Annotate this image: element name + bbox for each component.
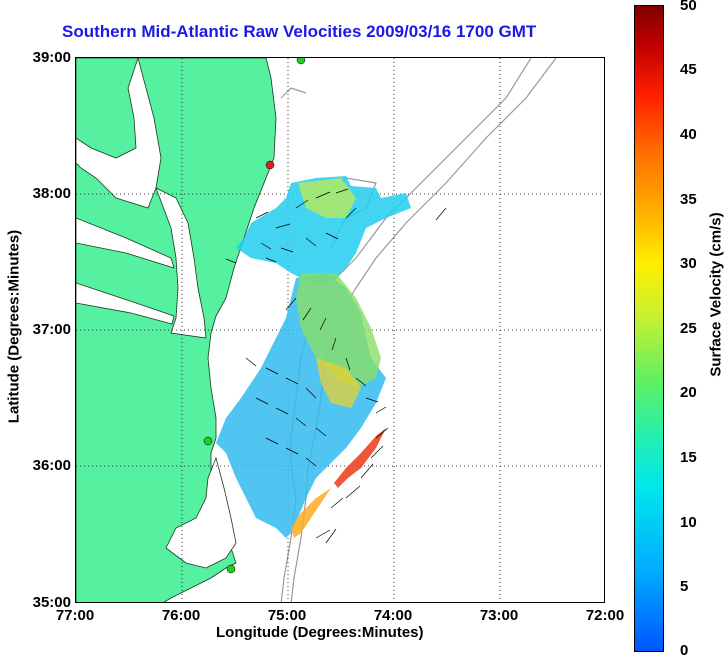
colorbar-tick: 25 [680,320,697,337]
current-vectors [225,188,447,544]
chesapeake-bay [76,58,162,209]
colorbar [634,5,664,652]
x-tick-label: 76:00 [161,607,201,624]
station-marker [226,564,236,574]
plot-area[interactable] [75,57,605,603]
x-axis-label: Longitude (Degrees:Minutes) [216,624,424,641]
colorbar-tick: 0 [680,642,689,659]
colorbar-tick: 30 [680,255,697,272]
y-tick-label: 36:00 [32,457,71,474]
colorbar-tick: 35 [680,191,697,208]
velocity-field-shelf-edge [334,428,386,488]
colorbar-tick: 45 [680,61,697,78]
x-tick-label: 72:00 [585,607,625,624]
y-axis-label: Latitude (Degrees:Minutes) [5,229,23,424]
station-marker [265,160,275,170]
x-tick-label: 77:00 [55,607,95,624]
colorbar-tick: 15 [680,449,697,466]
map-title: Southern Mid-Atlantic Raw Velocities 200… [62,22,537,41]
colorbar-tick: 5 [680,578,689,595]
y-tick-label: 39:00 [32,49,71,66]
velocity-field-north-yellow [298,178,356,218]
bay-lower [155,187,207,339]
y-tick-label: 38:00 [32,185,71,202]
river-inlet-1 [76,217,175,269]
velocity-field-shelf-edge-orange [291,488,331,538]
station-dots [203,58,306,574]
velocity-field-north [236,176,411,283]
map-canvas [76,58,604,602]
station-marker [203,436,213,446]
colorbar-label: Surface Velocity (cm/s) [707,212,724,377]
y-tick-label: 37:00 [32,321,71,338]
x-tick-label: 74:00 [373,607,413,624]
velocity-field-south-yellow [316,358,361,408]
colorbar-tick: 20 [680,384,697,401]
x-tick-label: 73:00 [479,607,519,624]
colorbar-tick: 50 [680,0,697,14]
pamlico-sound [165,456,237,569]
colorbar-tick: 10 [680,514,697,531]
y-tick-label: 35:00 [32,594,71,611]
river-inlet-2 [76,282,175,325]
x-tick-label: 75:00 [267,607,307,624]
station-marker [296,58,306,65]
colorbar-tick: 40 [680,126,697,143]
